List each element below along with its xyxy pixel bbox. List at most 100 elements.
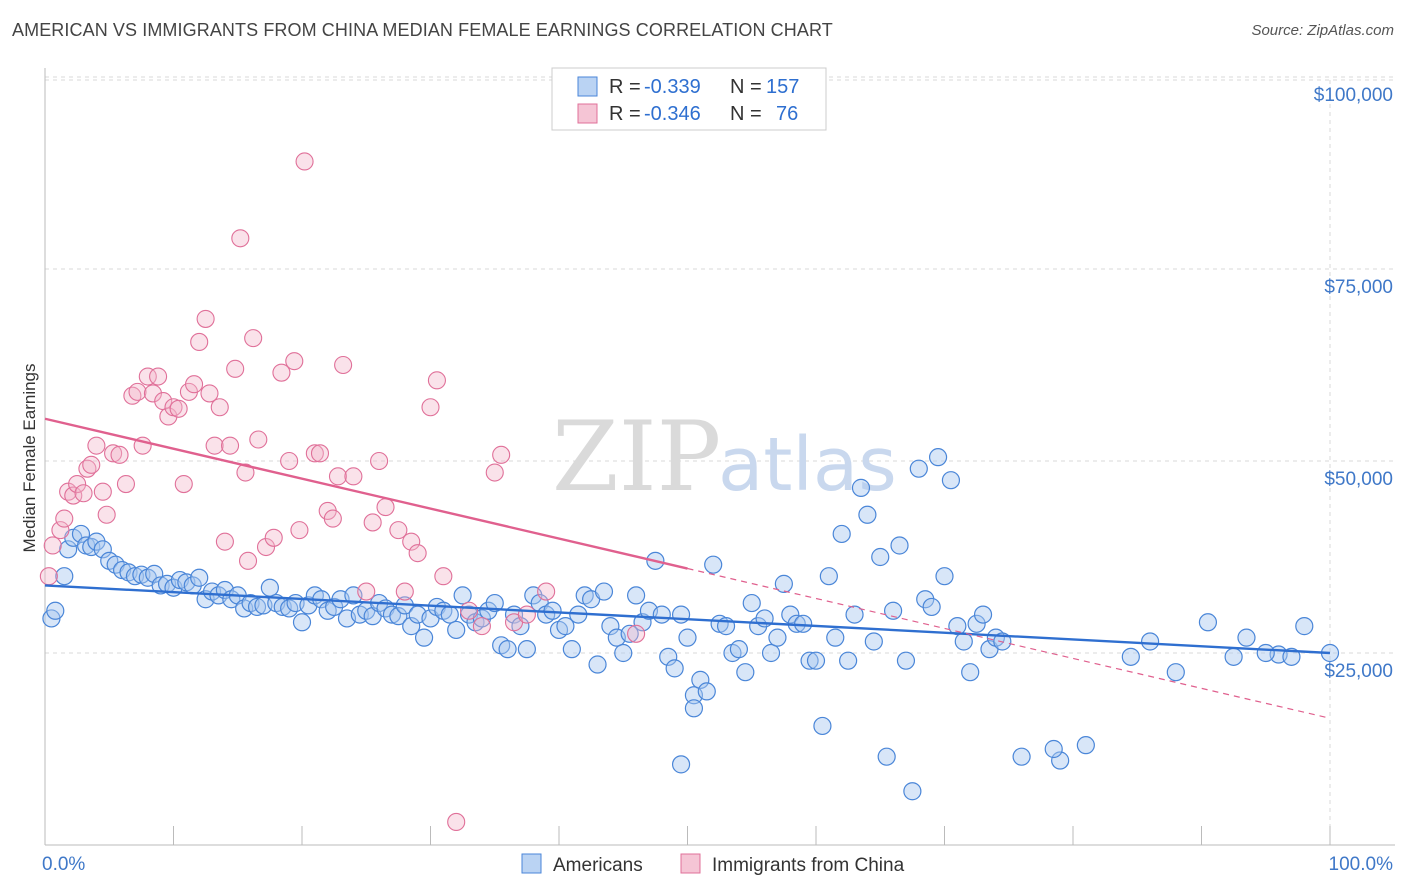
point-americans [59,540,78,559]
point-immigrants-from-china [434,567,453,586]
point-americans [967,614,986,633]
point-immigrants-from-china [196,309,215,328]
point-americans [697,682,716,701]
point-immigrants-from-china [68,474,87,494]
point-americans [588,655,607,674]
point-immigrants-from-china [87,436,106,455]
legend-n-value-immigrants: 76 [776,103,798,125]
point-americans [517,640,536,659]
legend-swatch-americans [577,76,598,97]
point-americans [671,755,691,774]
legend: R = -0.339 N = 157 R = -0.346 N = 76 [551,67,827,131]
point-immigrants-from-china [169,399,188,418]
point-americans [948,617,967,636]
point-americans [82,537,101,557]
point-americans [498,640,517,659]
point-immigrants-from-china [537,582,556,601]
point-americans [247,597,267,617]
point-americans [819,567,838,586]
point-immigrants-from-china [421,398,440,417]
bottom-legend-swatch-immigrants [680,853,701,874]
legend-swatch-immigrants [577,103,598,124]
y-tick-label: $25,000 [1324,661,1393,682]
point-immigrants-from-china [55,509,74,528]
point-immigrants-from-china [104,444,123,463]
watermark-zip: ZIP [552,401,721,513]
point-immigrants-from-china [256,537,276,557]
point-americans [402,617,421,636]
point-immigrants-from-china [285,352,304,371]
bottom-legend: Americans Immigrants from China [521,853,905,876]
watermark: ZIP atlas [552,401,897,513]
point-americans [440,605,459,624]
point-immigrants-from-china [200,384,219,403]
point-americans [260,578,279,597]
point-immigrants-from-china [93,482,112,501]
point-immigrants-from-china [236,463,255,482]
point-americans [626,586,646,605]
point-americans [858,505,877,524]
point-immigrants-from-china [116,474,136,494]
point-americans [839,651,858,670]
point-immigrants-from-china [110,445,129,464]
point-americans [871,547,890,567]
point-americans [1140,632,1160,651]
point-americans [954,632,973,651]
point-immigrants-from-china [272,363,291,382]
point-immigrants-from-china [310,444,330,463]
legend-n-value-americans: 157 [766,76,799,98]
point-americans [556,617,575,636]
point-americans [845,605,864,624]
point-americans [93,540,112,559]
trend-line-americans [44,584,1331,655]
point-americans [594,582,614,601]
point-americans [704,555,723,574]
point-americans [736,663,755,682]
point-americans [851,478,871,497]
point-immigrants-from-china [185,375,204,394]
legend-r-label-americans: R = [609,76,641,98]
point-immigrants-from-china [159,407,178,426]
bottom-legend-swatch-americans [521,853,542,874]
point-americans [678,628,697,647]
point-immigrants-from-china [472,617,491,636]
x-tick-label: 0.0% [42,854,85,875]
point-americans [961,663,980,682]
point-americans [774,574,793,593]
point-immigrants-from-china [280,451,299,471]
axes [44,68,1395,846]
point-immigrants-from-china [485,463,504,482]
point-immigrants-from-china [370,451,389,471]
point-americans [389,607,408,626]
point-americans [761,643,781,663]
point-immigrants-from-china [220,436,240,455]
y-tick-labels: $25,000 $50,000 $75,000 $100,000 [1314,85,1393,682]
point-americans [665,659,684,678]
point-americans [909,459,928,478]
point-americans [659,647,678,666]
point-americans [864,632,883,651]
point-americans [691,670,710,689]
point-immigrants-from-china [363,513,382,532]
point-immigrants-from-china [290,521,309,540]
trend-line-immigrants-from-china [44,417,688,570]
source-credit: Source: ZipAtlas.com [1251,22,1394,39]
point-americans [1237,628,1256,647]
point-americans [890,536,909,555]
y-tick-label: $100,000 [1314,85,1393,106]
point-immigrants-from-china [43,536,62,555]
chart-title: AMERICAN VS IMMIGRANTS FROM CHINA MEDIAN… [12,20,833,40]
point-immigrants-from-china [74,484,93,503]
trend-lines [44,417,1331,719]
point-americans [1295,617,1314,636]
point-americans [742,593,761,613]
point-immigrants-from-china [459,601,479,620]
point-immigrants-from-china [357,582,376,601]
watermark-atlas: atlas [718,422,897,508]
point-immigrants-from-china [395,582,414,601]
point-immigrants-from-china [174,474,193,494]
point-immigrants-from-china [244,329,263,348]
point-immigrants-from-china [226,359,245,378]
point-americans [826,628,845,647]
